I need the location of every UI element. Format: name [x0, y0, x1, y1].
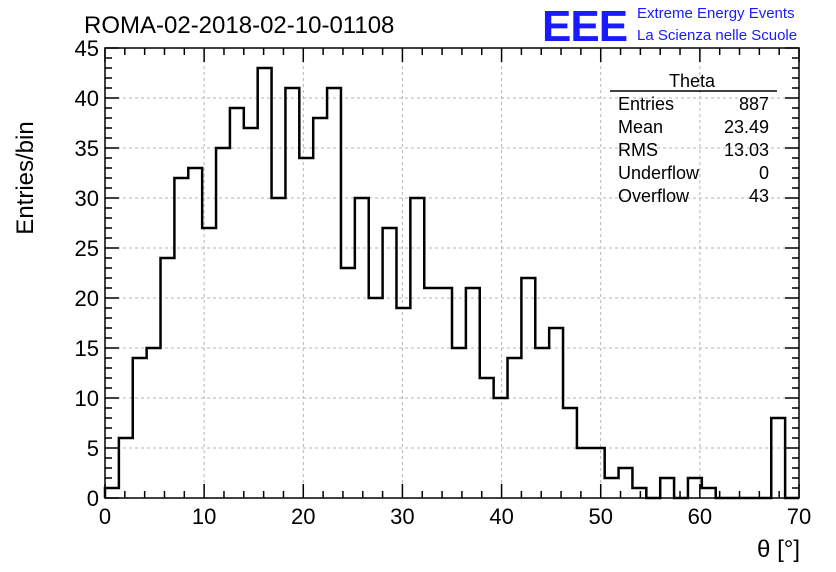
stats-value-overflow: 43 — [749, 186, 769, 206]
stats-label-rms: RMS — [618, 140, 658, 160]
x-tick-label-0: 0 — [99, 504, 111, 529]
y-tick-labels: 0 5 10 15 20 25 30 35 40 45 — [75, 36, 99, 511]
y-tick-label-25: 25 — [75, 236, 99, 261]
histogram-bin-43 — [702, 488, 716, 498]
y-tick-label-30: 30 — [75, 186, 99, 211]
stats-box: Theta Entries 887 Mean 23.49 RMS 13.03 U… — [610, 71, 777, 206]
histogram-bin-40 — [660, 478, 674, 498]
x-tick-label-60: 60 — [688, 504, 712, 529]
histogram-bin-4 — [161, 258, 175, 498]
stats-value-entries: 887 — [739, 94, 769, 114]
x-tick-label-10: 10 — [192, 504, 216, 529]
histogram-bin-16 — [327, 88, 341, 498]
stats-label-mean: Mean — [618, 117, 663, 137]
stats-value-underflow: 0 — [759, 163, 769, 183]
y-tick-label-5: 5 — [87, 436, 99, 461]
histogram-bin-48 — [771, 418, 785, 498]
histogram-outline — [103, 66, 799, 500]
histogram-bin-38 — [632, 488, 646, 498]
histogram-bin-13 — [285, 88, 299, 498]
x-tick-label-20: 20 — [291, 504, 315, 529]
y-tick-label-40: 40 — [75, 86, 99, 111]
y-axis-label: Entries/bin — [12, 121, 39, 234]
axis-ticks — [104, 47, 800, 499]
histogram-bin-1 — [119, 438, 133, 498]
histogram-bin-28 — [494, 398, 508, 498]
eee-logo-line1: Extreme Energy Events — [637, 5, 795, 22]
histogram-bin-21 — [396, 308, 410, 498]
histogram-bin-2 — [133, 358, 147, 498]
y-tick-label-0: 0 — [87, 486, 99, 511]
histogram-bin-19 — [369, 298, 383, 498]
histogram-bin-34 — [577, 448, 591, 498]
histogram-bin-6 — [188, 168, 202, 498]
stats-value-rms: 13.03 — [724, 140, 769, 160]
stats-name: Theta — [669, 71, 716, 91]
histogram-bin-32 — [549, 328, 563, 498]
x-tick-labels: 0 10 20 30 40 50 60 70 — [99, 504, 811, 529]
histogram-bin-23 — [424, 288, 438, 498]
histogram-bin-18 — [355, 198, 369, 498]
histogram-bin-10 — [244, 128, 258, 498]
histogram-bin-27 — [480, 378, 494, 498]
histogram-bin-22 — [410, 198, 424, 498]
histogram-bin-30 — [521, 278, 535, 498]
stats-value-mean: 23.49 — [724, 117, 769, 137]
x-axis-label: θ [°] — [757, 536, 800, 563]
histogram-bin-17 — [341, 268, 355, 498]
x-tick-label-70: 70 — [787, 504, 811, 529]
x-tick-label-50: 50 — [588, 504, 612, 529]
histogram-bin-0 — [105, 488, 119, 498]
x-tick-label-40: 40 — [489, 504, 513, 529]
histogram-bin-14 — [299, 158, 313, 498]
histogram-bin-20 — [383, 228, 397, 498]
histogram-bin-11 — [258, 68, 272, 498]
histogram-bin-35 — [591, 448, 605, 498]
histogram-bins — [105, 68, 785, 498]
histogram-bin-29 — [508, 358, 522, 498]
histogram-bin-26 — [466, 288, 480, 498]
histogram-bin-8 — [216, 148, 230, 498]
plot-frame — [104, 47, 800, 499]
run-title: ROMA-02-2018-02-10-01108 — [84, 12, 394, 39]
histogram-bin-3 — [147, 348, 161, 498]
y-tick-label-45: 45 — [75, 36, 99, 61]
histogram-bin-5 — [174, 178, 188, 498]
histogram-bin-36 — [605, 478, 619, 498]
histogram-bin-24 — [438, 288, 452, 498]
histogram-bin-33 — [563, 408, 577, 498]
y-tick-label-20: 20 — [75, 286, 99, 311]
histogram-bin-31 — [535, 348, 549, 498]
y-tick-label-35: 35 — [75, 136, 99, 161]
histogram-bin-9 — [230, 108, 244, 498]
stats-label-underflow: Underflow — [618, 163, 700, 183]
histogram-bin-12 — [272, 198, 286, 498]
eee-logo-line2: La Scienza nelle Scuole — [637, 27, 797, 44]
y-tick-label-10: 10 — [75, 386, 99, 411]
histogram-bin-7 — [202, 228, 216, 498]
x-tick-label-30: 30 — [390, 504, 414, 529]
stats-label-entries: Entries — [618, 94, 674, 114]
histogram-bin-15 — [313, 118, 327, 498]
stats-label-overflow: Overflow — [618, 186, 690, 206]
y-tick-label-15: 15 — [75, 336, 99, 361]
histogram-bin-25 — [452, 348, 466, 498]
eee-logo-letters: EEE — [542, 2, 627, 51]
